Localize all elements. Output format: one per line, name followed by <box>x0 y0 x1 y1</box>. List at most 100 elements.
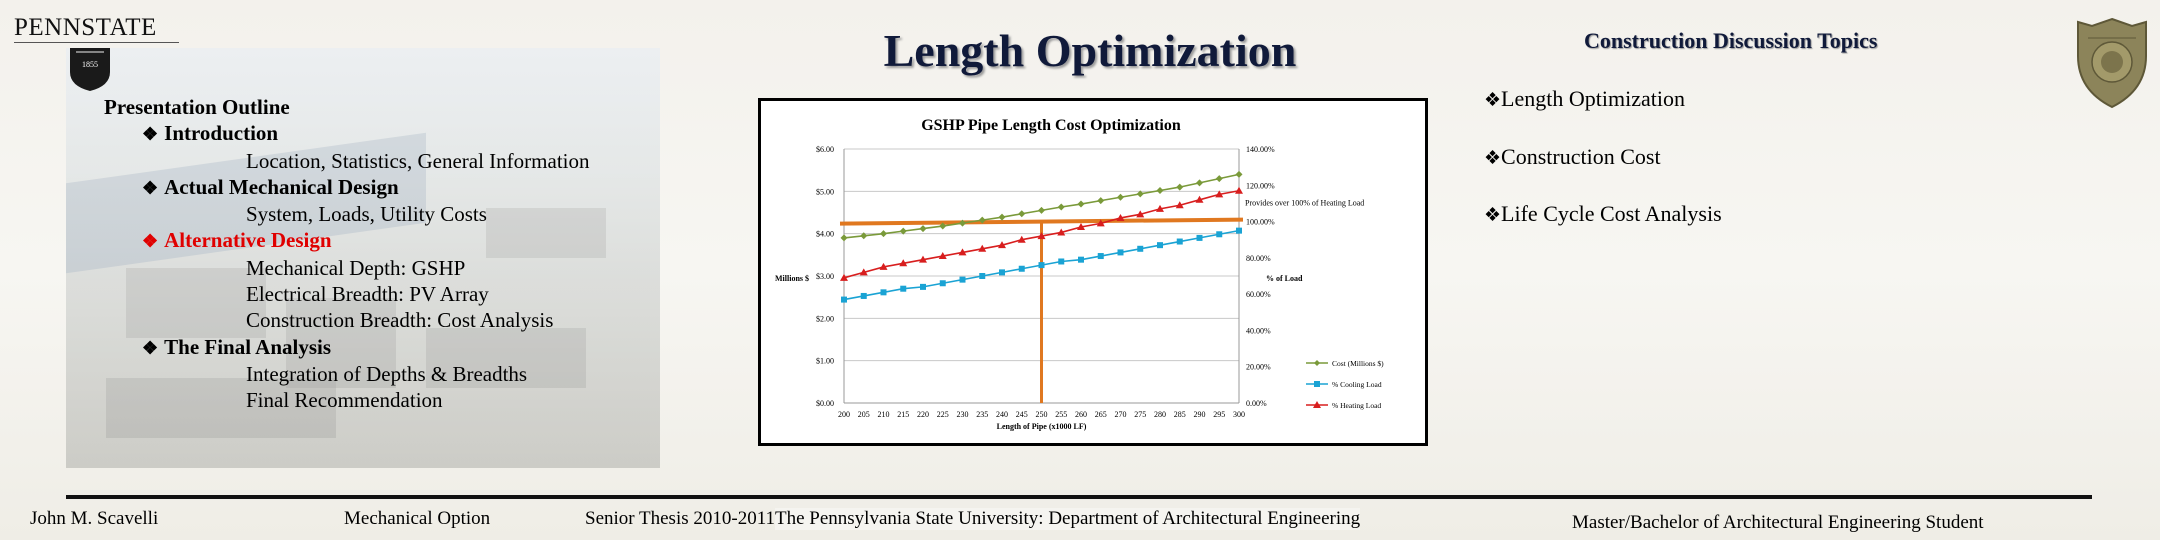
data-point-cooling <box>939 280 946 287</box>
y-right-tick-label: 20.00% <box>1246 363 1271 372</box>
outline-text: Presentation Outline <box>104 95 290 119</box>
outline-text: Actual Mechanical Design <box>164 174 399 199</box>
data-point-cost <box>1136 190 1144 198</box>
data-point-cost <box>880 230 887 238</box>
outline-subitem: Construction Breadth: Cost Analysis <box>104 307 590 333</box>
data-point-heating <box>978 244 987 252</box>
x-tick-label: 230 <box>957 410 969 419</box>
cost-optimization-chart: GSHP Pipe Length Cost Optimization $0.00 $… <box>758 98 1428 446</box>
data-point-cooling <box>1236 227 1242 234</box>
data-point-cooling <box>860 292 867 299</box>
outline-heading: Presentation Outline <box>104 94 590 120</box>
x-tick-label: 290 <box>1194 410 1206 419</box>
x-tick-label: 215 <box>897 410 909 419</box>
outline-text: Location, Statistics, General Informatio… <box>246 148 590 173</box>
data-point-heating <box>1235 186 1243 194</box>
data-point-cost <box>919 225 927 233</box>
data-point-heating <box>1057 228 1066 236</box>
data-point-heating <box>1017 235 1026 243</box>
aerial-photo <box>66 48 660 468</box>
outline-subitem: Electrical Breadth: PV Array <box>104 281 590 307</box>
x-tick-label: 285 <box>1174 410 1186 419</box>
outline-section: ❖ The Final Analysis <box>104 334 590 361</box>
data-point-heating <box>1195 195 1204 203</box>
outline-text: Introduction <box>164 121 279 146</box>
data-point-cost <box>1215 175 1223 183</box>
data-point-heating <box>1077 223 1085 231</box>
data-point-cooling <box>1038 262 1045 269</box>
x-tick-label: 265 <box>1095 410 1107 419</box>
chart-annotation: Provides over 100% of Heating Load <box>1245 199 1364 208</box>
data-point-heating <box>1156 204 1164 212</box>
x-tick-label: 210 <box>878 410 890 419</box>
outline-text: Alternative Design <box>164 228 332 253</box>
data-point-cooling <box>1176 238 1183 245</box>
diamond-bullet-icon: ❖ <box>142 124 159 145</box>
y-left-tick-label: $1.00 <box>816 357 834 366</box>
data-point-heating <box>998 241 1006 249</box>
x-tick-label: 260 <box>1075 410 1087 419</box>
data-point-cooling <box>1058 258 1065 265</box>
data-point-cooling <box>1196 234 1203 241</box>
data-point-cost <box>1077 200 1085 208</box>
topic-text: Length Optimization <box>1501 86 1685 111</box>
data-point-cost <box>899 227 907 235</box>
data-point-cooling <box>1078 256 1084 263</box>
data-point-cost <box>1117 193 1124 201</box>
data-point-cost <box>1057 203 1065 211</box>
page-title: Length Optimization <box>883 25 1297 76</box>
legend-marker <box>1314 360 1320 366</box>
data-point-cooling <box>880 289 887 296</box>
y-right-tick-label: 100.00% <box>1246 218 1275 227</box>
outline-section: ❖ Actual Mechanical Design <box>104 174 590 201</box>
outline-text: Final Recommendation <box>246 388 443 413</box>
data-point-heating <box>1175 201 1184 209</box>
data-point-cost <box>1196 179 1203 187</box>
data-point-heating <box>859 268 868 276</box>
y-right-tick-label: 140.00% <box>1246 145 1275 154</box>
data-point-cooling <box>1157 242 1163 249</box>
x-tick-label: 220 <box>917 410 929 419</box>
shield-year: 1855 <box>82 60 98 69</box>
x-tick-label: 235 <box>976 410 988 419</box>
data-point-heating <box>879 262 888 270</box>
outline-subitem: Integration of Depths & Breadths <box>104 361 590 387</box>
data-point-cost <box>860 232 868 240</box>
pennstate-shield-icon: 1855 <box>70 48 110 91</box>
data-point-heating <box>840 273 848 281</box>
data-point-cooling <box>959 276 966 283</box>
data-point-heating <box>1215 190 1224 198</box>
outline-subitem: Location, Statistics, General Informatio… <box>104 148 590 174</box>
data-point-cost <box>939 222 947 230</box>
topic-item: ❖Life Cycle Cost Analysis <box>1484 201 1722 259</box>
data-point-cost <box>959 219 966 227</box>
data-point-cost <box>978 216 986 224</box>
data-point-cooling <box>1018 265 1025 272</box>
y-left-tick-label: $0.00 <box>816 399 834 408</box>
data-point-heating <box>1096 219 1105 227</box>
x-axis-label: Length of Pipe (x1000 LF) <box>997 422 1087 431</box>
data-point-cost <box>1018 210 1026 218</box>
data-point-cooling <box>999 269 1005 276</box>
outline-subitem: Mechanical Depth: GSHP <box>104 255 590 281</box>
x-tick-label: 200 <box>838 410 850 419</box>
y-right-tick-label: 120.00% <box>1246 181 1275 190</box>
footer-thesis: Senior Thesis 2010-2011 <box>585 508 775 529</box>
data-point-heating <box>899 259 908 267</box>
chart-canvas: GSHP Pipe Length Cost Optimization $0.00 $… <box>775 117 1384 431</box>
data-point-cost <box>1235 170 1243 178</box>
x-tick-label: 300 <box>1233 410 1245 419</box>
diamond-bullet-icon: ❖ <box>142 231 159 252</box>
y-left-tick-label: $6.00 <box>816 145 834 154</box>
outline-section: ❖ Introduction <box>104 120 590 147</box>
y-left-tick-label: $5.00 <box>816 187 834 196</box>
x-tick-label: 295 <box>1213 410 1225 419</box>
topic-item: ❖Construction Cost <box>1484 144 1722 202</box>
x-tick-label: 270 <box>1115 410 1127 419</box>
diamond-bullet-icon: ❖ <box>1484 205 1502 226</box>
outline-text: Integration of Depths & Breadths <box>246 361 528 386</box>
x-tick-label: 275 <box>1134 410 1146 419</box>
outline-text: Mechanical Depth: GSHP <box>246 255 466 280</box>
x-tick-label: 250 <box>1036 410 1048 419</box>
outline-subitem: System, Loads, Utility Costs <box>104 201 590 227</box>
